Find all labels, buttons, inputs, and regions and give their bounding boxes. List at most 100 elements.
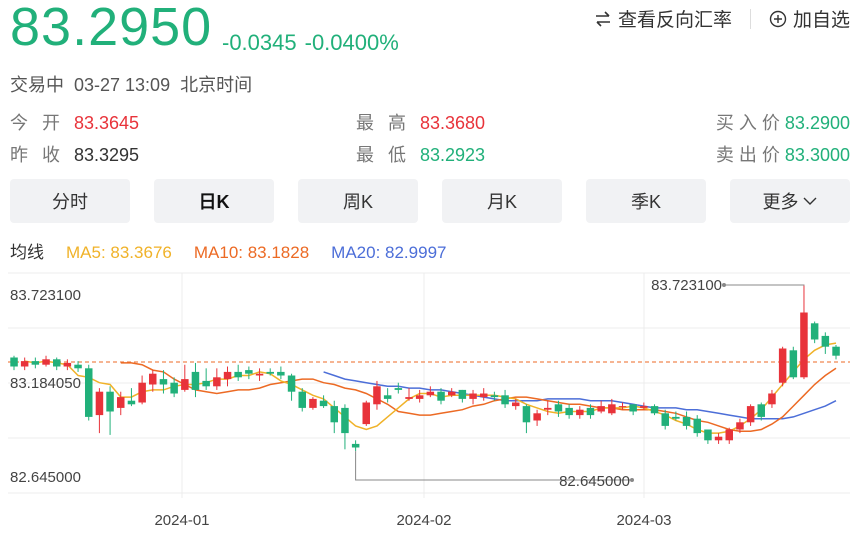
ma10-line <box>120 362 837 433</box>
candlestick-chart[interactable]: 83.723100 83.184050 82.645000 2024-01 20… <box>0 263 868 543</box>
ma-legend: 均线 MA5: 83.3676 MA10: 83.1828 MA20: 82.9997 <box>10 238 468 263</box>
min-price-annotation: 82.645000 <box>559 473 630 490</box>
ma5-legend: MA5: 83.3676 <box>66 243 172 262</box>
candle <box>757 404 765 417</box>
candle <box>629 404 637 412</box>
candle <box>800 312 808 378</box>
candle <box>501 395 509 405</box>
candle <box>469 393 477 399</box>
tab-daily-k[interactable]: 日K <box>154 179 274 223</box>
tab-weekly-k[interactable]: 周K <box>298 179 418 223</box>
candle <box>778 348 787 383</box>
candle <box>309 398 317 408</box>
candle <box>650 406 659 414</box>
candle <box>202 380 210 387</box>
candle <box>95 391 104 416</box>
candle <box>149 373 157 385</box>
candle <box>277 371 285 376</box>
period-tabs: 分时 日K 周K 月K 季K 更多 <box>10 179 850 223</box>
candle <box>736 422 744 430</box>
min-annotation-leader <box>355 451 632 481</box>
high-row: 最高83.3680 <box>356 109 485 135</box>
candle <box>20 361 29 367</box>
trading-status: 交易中 03-27 13:09 北京时间 <box>10 71 262 97</box>
candle <box>53 359 61 367</box>
candle <box>341 407 349 434</box>
max-annotation-dot <box>722 283 726 287</box>
candle <box>63 362 72 367</box>
candle <box>223 371 232 380</box>
trading-state: 交易中 <box>10 75 64 95</box>
min-annotation-dot <box>630 478 634 482</box>
max-annotation-leader <box>724 284 805 286</box>
candle <box>618 406 627 408</box>
candle <box>181 379 189 390</box>
candle <box>42 359 50 365</box>
high-value: 83.3680 <box>420 113 486 133</box>
candle <box>405 397 413 399</box>
candle <box>298 391 306 408</box>
x-tick-label-jan: 2024-01 <box>154 512 209 529</box>
max-price-annotation: 83.723100 <box>651 277 722 294</box>
candle <box>10 357 18 367</box>
candle <box>789 350 798 378</box>
prev-close-value: 83.3295 <box>74 145 140 165</box>
tab-monthly-k[interactable]: 月K <box>442 179 562 223</box>
candle <box>117 397 125 408</box>
prev-close-label: 昨收 <box>10 145 74 165</box>
divider <box>749 8 751 29</box>
tab-intraday[interactable]: 分时 <box>10 179 130 223</box>
reverse-rate-link[interactable]: 查看反向汇率 <box>594 5 732 32</box>
ma-legend-title: 均线 <box>10 243 44 262</box>
top-actions: 查看反向汇率 加自选 <box>594 5 850 32</box>
y-tick-label-top: 83.723100 <box>10 287 81 304</box>
high-label: 最高 <box>356 113 420 133</box>
candle <box>682 416 691 426</box>
candle <box>458 389 467 399</box>
change-value: -0.0345 <box>222 30 297 55</box>
timezone: 北京时间 <box>180 75 253 95</box>
candle <box>138 382 146 403</box>
candle <box>394 388 403 390</box>
y-tick-label-bottom: 82.645000 <box>10 469 81 486</box>
x-tick-label-feb: 2024-02 <box>396 512 451 529</box>
candle <box>383 395 392 399</box>
candle <box>725 429 733 441</box>
open-value: 83.3645 <box>74 113 140 133</box>
tab-more-label: 更多 <box>762 192 799 212</box>
candle <box>832 346 840 356</box>
candle <box>330 406 338 423</box>
candle <box>159 379 168 385</box>
candle <box>821 335 830 347</box>
candle <box>351 443 360 448</box>
tab-quarterly-k[interactable]: 季K <box>586 179 706 223</box>
candle <box>554 404 563 412</box>
prev-close-row: 昨收83.3295 <box>10 141 139 167</box>
candle <box>576 409 584 416</box>
candle <box>373 386 381 405</box>
candle <box>746 406 755 423</box>
candle <box>661 413 669 426</box>
quote-time: 03-27 13:09 <box>74 75 171 95</box>
candle <box>74 364 82 369</box>
candle <box>266 371 274 374</box>
candle <box>533 413 541 421</box>
candle <box>544 407 552 410</box>
candle <box>415 395 424 399</box>
candle <box>608 404 616 414</box>
candle <box>362 402 370 425</box>
current-price: 83.2950 <box>10 0 213 57</box>
add-watchlist-button[interactable]: 加自选 <box>769 5 850 32</box>
candle <box>597 406 605 412</box>
candle <box>672 416 680 419</box>
ask-value: 83.3000 <box>784 145 850 165</box>
candle <box>426 391 435 396</box>
candle <box>127 400 136 405</box>
chevron-down-icon <box>803 197 816 205</box>
candle <box>512 402 520 407</box>
bid-value: 83.2900 <box>784 113 850 133</box>
candle <box>693 418 701 434</box>
candle <box>490 395 499 398</box>
tab-more[interactable]: 更多 <box>730 179 850 223</box>
candle <box>522 406 531 423</box>
